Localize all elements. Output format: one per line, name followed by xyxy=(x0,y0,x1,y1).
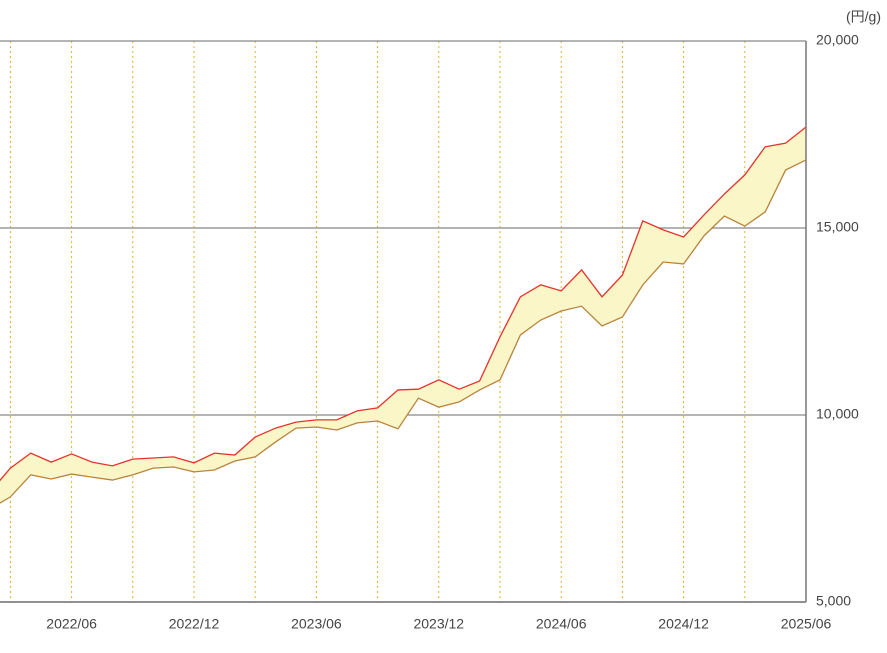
x-tick-label: 2022/06 xyxy=(46,616,97,632)
x-tick-label: 2023/06 xyxy=(291,616,342,632)
y-tick-label: 15,000 xyxy=(816,219,859,235)
x-tick-label: 2025/06 xyxy=(781,616,832,632)
x-tick-label: 2024/06 xyxy=(536,616,587,632)
range-fill xyxy=(0,127,806,504)
y-tick-label: 5,000 xyxy=(816,593,851,609)
x-tick-label: 2024/12 xyxy=(658,616,709,632)
x-tick-label: 2023/12 xyxy=(413,616,464,632)
y-axis-unit: (円/g) xyxy=(846,9,881,25)
y-tick-label: 10,000 xyxy=(816,406,859,422)
price-line xyxy=(0,126,806,482)
price-line xyxy=(0,159,806,504)
x-tick-label: 2022/12 xyxy=(169,616,220,632)
y-tick-label: 20,000 xyxy=(816,32,859,48)
